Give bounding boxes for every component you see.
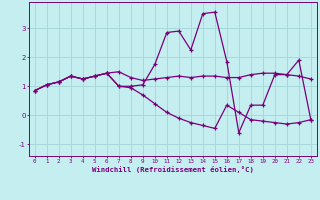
X-axis label: Windchill (Refroidissement éolien,°C): Windchill (Refroidissement éolien,°C) [92,166,254,173]
